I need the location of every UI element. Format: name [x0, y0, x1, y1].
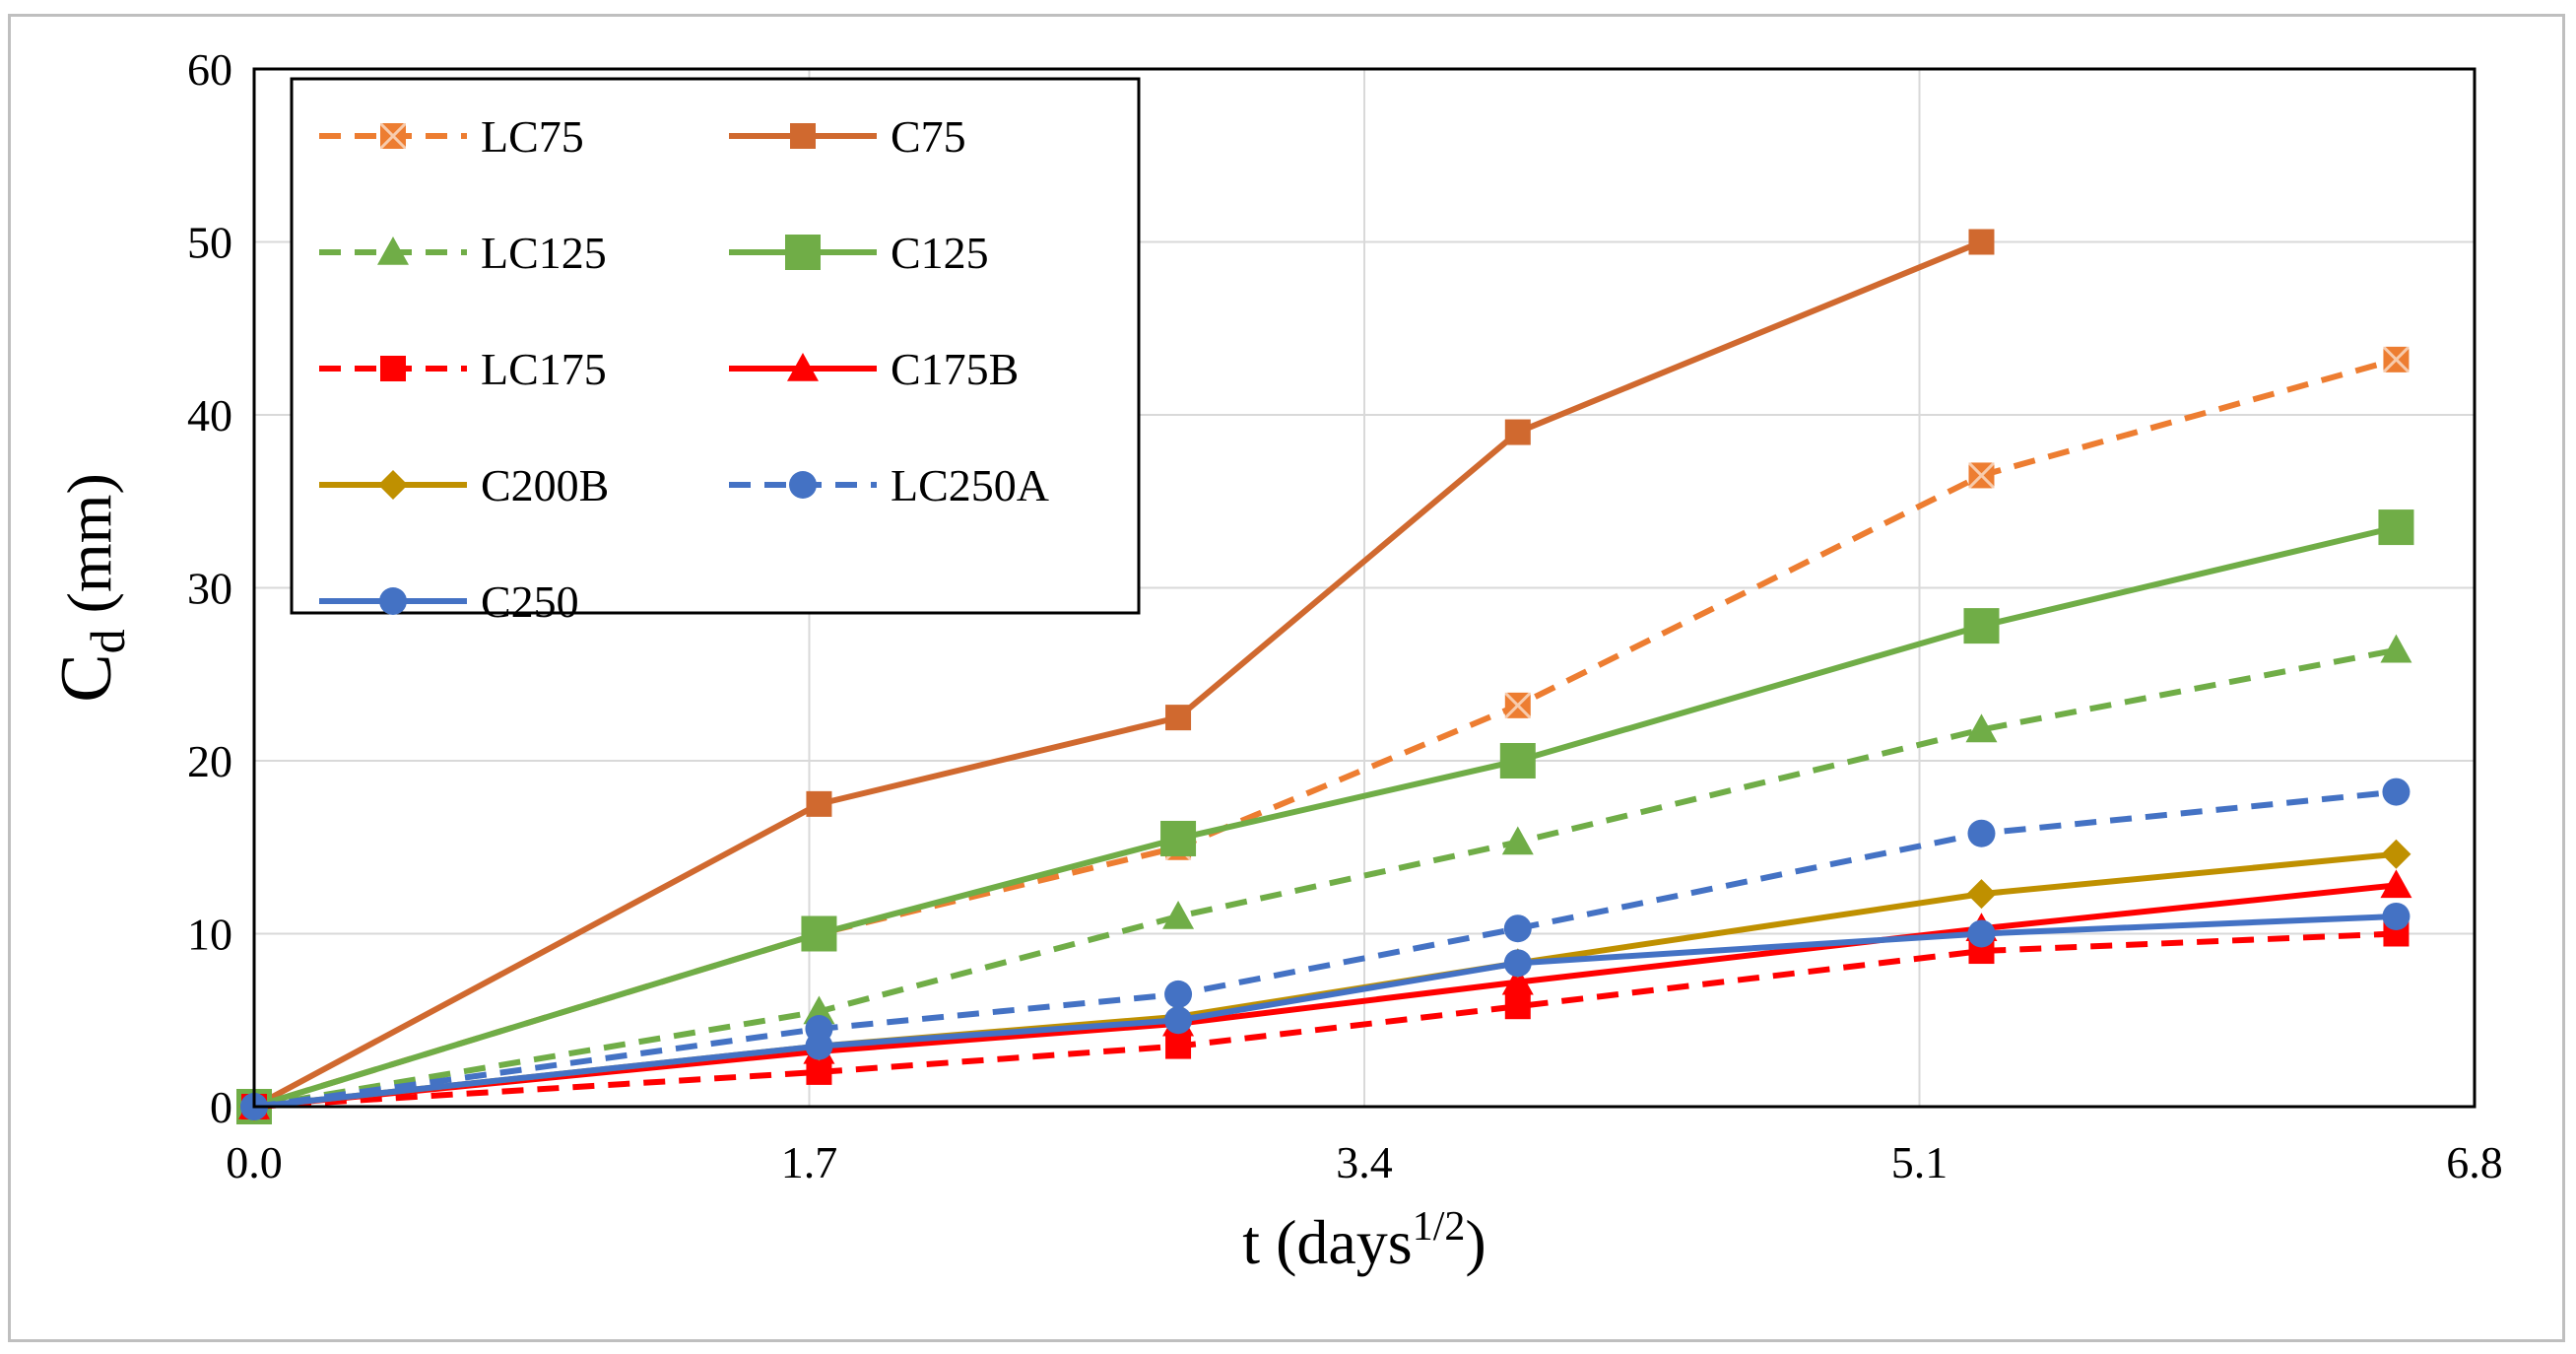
data-point-lc175 [1504, 993, 1531, 1020]
series-line-lc125 [253, 646, 2398, 1110]
x-axis-title-close: ) [1465, 1207, 1486, 1277]
series-line-c175b [253, 882, 2397, 1110]
data-point-lc125 [803, 995, 835, 1025]
plot-area-border [252, 67, 2477, 1109]
y-tick-label: 50 [187, 218, 232, 268]
legend-entry-c250: C250 [319, 576, 579, 627]
data-point-lc75 [1503, 691, 1532, 719]
data-point-c125 [2378, 509, 2414, 546]
legend-entry-c125: C125 [729, 228, 989, 278]
data-point-c175b [2380, 869, 2412, 899]
data-point-c250 [1503, 949, 1532, 978]
data-point-lc175 [1165, 1033, 1192, 1059]
data-point-c125 [1963, 608, 2000, 644]
legend-entry-lc75: LC75 [319, 111, 584, 162]
legend-label: C200B [481, 460, 609, 510]
x-axis-title-sup: 1/2 [1413, 1204, 1466, 1250]
legend-swatch-marker [378, 121, 408, 151]
data-point-lc125 [1965, 713, 1998, 743]
data-point-lc125 [1162, 900, 1195, 929]
y-tick-label: 40 [187, 390, 232, 440]
legend-swatch-marker [790, 123, 816, 149]
series-lc250a [240, 778, 2411, 1120]
series-line-lc250a [253, 788, 2397, 1110]
series-line-c125 [253, 524, 2398, 1110]
legend-swatch-marker [377, 237, 409, 265]
legend-swatch-marker [378, 470, 408, 500]
y-tick-label: 0 [210, 1082, 232, 1132]
data-point-lc250a [1503, 914, 1532, 943]
series-c250 [240, 902, 2411, 1120]
x-tick-label: 0.0 [226, 1137, 283, 1187]
x-tick-label: 6.8 [2446, 1137, 2503, 1187]
legend-label: LC250A [891, 460, 1049, 510]
y-axis-title-main: C [46, 653, 127, 702]
data-point-lc75 [2382, 345, 2411, 373]
data-point-c175b [1501, 966, 1534, 995]
data-point-c200b [1966, 879, 1997, 910]
data-point-c250 [1967, 919, 1996, 948]
x-tick-label: 3.4 [1336, 1137, 1393, 1187]
y-tick-labels: 0 10 20 30 40 50 60 [187, 44, 232, 1132]
y-axis-title-unit: (mm) [54, 473, 124, 629]
series-line-c200b [253, 850, 2397, 1110]
series-line-lc175 [253, 930, 2397, 1110]
data-point-lc125 [2380, 634, 2412, 663]
x-axis-title: t (days1/2) [1242, 1204, 1486, 1277]
legend-label: C250 [481, 576, 579, 627]
series-lc125 [238, 634, 2412, 1119]
legend-entry-lc175: LC175 [319, 344, 607, 394]
legend-label: C125 [891, 228, 989, 278]
legend-entry-c175b: C175B [729, 344, 1019, 394]
data-point-lc125 [1501, 826, 1534, 855]
y-tick-label: 60 [187, 44, 232, 95]
x-tick-label: 5.1 [1891, 1137, 1949, 1187]
data-point-lc250a [1967, 819, 1996, 847]
data-point-c250 [805, 1032, 833, 1060]
series-line-lc75 [253, 356, 2398, 1110]
data-point-lc250a [1164, 980, 1193, 1008]
series-lines [236, 229, 2414, 1124]
legend-entry-lc125: LC125 [319, 228, 607, 278]
legend-swatch-marker [789, 471, 817, 499]
legend-entry-c75: C75 [729, 111, 966, 162]
legend-label: LC125 [481, 228, 607, 278]
y-axis-title-sub: d [80, 629, 135, 653]
legend-entry-lc250a: LC250A [729, 460, 1049, 510]
legend: LC75 C75 LC125 C125 LC175 C175B C200B LC250A C25… [290, 77, 1141, 627]
legend-swatch-marker [380, 356, 406, 381]
data-point-c125 [801, 915, 837, 952]
data-point-c75 [1968, 229, 1995, 255]
data-point-lc75 [1967, 461, 1996, 490]
y-tick-label: 30 [187, 564, 232, 614]
x-axis-title-main: t (days [1242, 1207, 1412, 1277]
data-point-c250 [2382, 902, 2411, 930]
legend-swatch-marker [787, 353, 819, 381]
y-axis-title: Cd (mm) [46, 473, 135, 703]
legend-box [290, 77, 1141, 615]
legend-swatch-marker [785, 235, 821, 270]
series-lc175 [241, 920, 2410, 1119]
data-point-c125 [1160, 820, 1197, 856]
legend-label: LC175 [481, 344, 607, 394]
x-tick-label: 1.7 [781, 1137, 838, 1187]
y-tick-label: 20 [187, 736, 232, 786]
legend-label: C75 [891, 111, 966, 162]
data-point-c250 [1164, 1006, 1193, 1035]
data-point-c75 [1504, 419, 1531, 445]
x-tick-labels: 0.0 1.7 3.4 5.1 6.8 [226, 1137, 2503, 1187]
data-point-c125 [1499, 743, 1536, 779]
legend-label: C175B [891, 344, 1019, 394]
legend-label: LC75 [481, 111, 584, 162]
data-point-c75 [1165, 705, 1192, 731]
y-tick-label: 10 [187, 910, 232, 960]
series-line-c250 [253, 913, 2397, 1110]
legend-swatch-marker [379, 587, 407, 615]
legend-entry-c200b: C200B [319, 460, 609, 510]
data-point-c200b [2381, 839, 2411, 869]
data-point-lc250a [2382, 778, 2411, 806]
data-point-c75 [806, 790, 832, 817]
